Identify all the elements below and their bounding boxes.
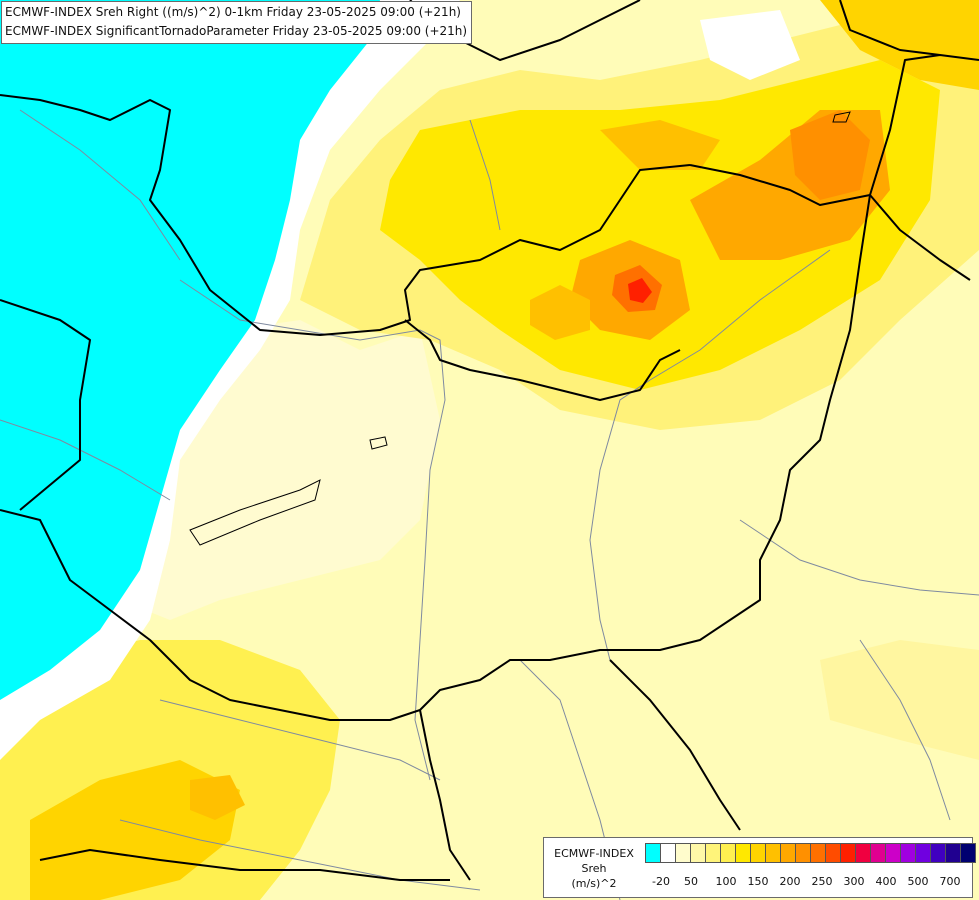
legend-model: ECMWF-INDEX <box>554 847 634 860</box>
legend-swatch <box>690 843 706 863</box>
legend-tick: 250 <box>811 875 833 888</box>
legend-parameter: Sreh <box>581 862 607 875</box>
border-ua-ro <box>869 194 971 281</box>
border-at-de <box>0 299 91 511</box>
legend-tick: -20 <box>652 875 670 888</box>
legend-swatch <box>645 843 661 863</box>
legend-tick: 150 <box>747 875 769 888</box>
map-title-line-2: ECMWF-INDEX SignificantTornadoParameter … <box>5 24 468 38</box>
legend-swatch <box>945 843 961 863</box>
legend-tick: 700 <box>939 875 961 888</box>
legend-swatch <box>855 843 871 863</box>
legend-tick: 100 <box>715 875 737 888</box>
legend-swatch <box>810 843 826 863</box>
lake-balaton <box>189 479 321 546</box>
legend-swatch <box>750 843 766 863</box>
river-danube <box>179 279 446 781</box>
legend-tick: 200 <box>779 875 801 888</box>
border-pl-ua <box>839 0 941 56</box>
legend-swatch <box>930 843 946 863</box>
river-lines <box>0 109 979 900</box>
country-borders <box>0 0 979 881</box>
legend-swatch <box>840 843 856 863</box>
river-drava <box>159 699 441 781</box>
river-sava <box>119 819 481 891</box>
orange-field-northeast <box>820 0 979 90</box>
white-patch-north <box>700 10 800 80</box>
legend-swatch <box>825 843 841 863</box>
legend-swatch <box>660 843 676 863</box>
legend-swatch <box>885 843 901 863</box>
border-hu-ro <box>419 194 871 711</box>
river-vah <box>469 119 501 231</box>
orange-field-north <box>600 120 720 170</box>
white-near-zero-band <box>0 0 460 760</box>
red-peak-central <box>628 278 652 303</box>
lake-east <box>832 111 851 123</box>
legend-swatch <box>780 843 796 863</box>
legend-ticks: -20 50 100 150 200 250 300 400 500 700 <box>645 875 975 889</box>
legend-swatch <box>900 843 916 863</box>
border-cz-at <box>0 94 691 336</box>
border-hr-ba <box>39 849 450 881</box>
red-orange-peak-east <box>790 110 870 200</box>
legend-swatch <box>720 843 736 863</box>
river-enns <box>0 419 171 501</box>
border-at-si <box>0 509 421 721</box>
orange-field-southwest <box>30 760 240 900</box>
orange-field-west <box>530 285 590 340</box>
map-title-line-1: ECMWF-INDEX Sreh Right ((m/s)^2) 0-1km F… <box>5 5 461 19</box>
border-rs-ro <box>609 659 741 831</box>
legend-tick: 400 <box>875 875 897 888</box>
legend-tick: 300 <box>843 875 865 888</box>
legend-tick: 500 <box>907 875 929 888</box>
legend-swatch <box>675 843 691 863</box>
river-olt <box>859 639 951 821</box>
legend-swatch <box>960 843 976 863</box>
legend-tick: 50 <box>684 875 698 888</box>
legend-swatches <box>645 843 976 863</box>
legend-swatch <box>765 843 781 863</box>
legend-swatch <box>735 843 751 863</box>
orange-spot-southwest <box>190 775 245 820</box>
legend-swatch <box>915 843 931 863</box>
negative-helicity-region[interactable] <box>0 0 380 700</box>
legend-swatch <box>705 843 721 863</box>
border-hr-rs <box>419 709 471 881</box>
legend-swatch <box>795 843 811 863</box>
river-tisza <box>589 249 831 661</box>
map-title-box: ECMWF-INDEX Sreh Right ((m/s)^2) 0-1km F… <box>1 1 473 44</box>
legend-title: ECMWF-INDEX Sreh (m/s)^2 <box>546 846 642 891</box>
river-inn <box>19 109 181 261</box>
lake-neusiedl <box>369 436 388 450</box>
legend-unit: (m/s)^2 <box>571 877 617 890</box>
river-mures <box>739 519 979 596</box>
color-legend: ECMWF-INDEX Sreh (m/s)^2 -20 50 100 150 … <box>543 837 976 898</box>
border-hu-sk <box>404 319 681 401</box>
legend-swatch <box>870 843 886 863</box>
